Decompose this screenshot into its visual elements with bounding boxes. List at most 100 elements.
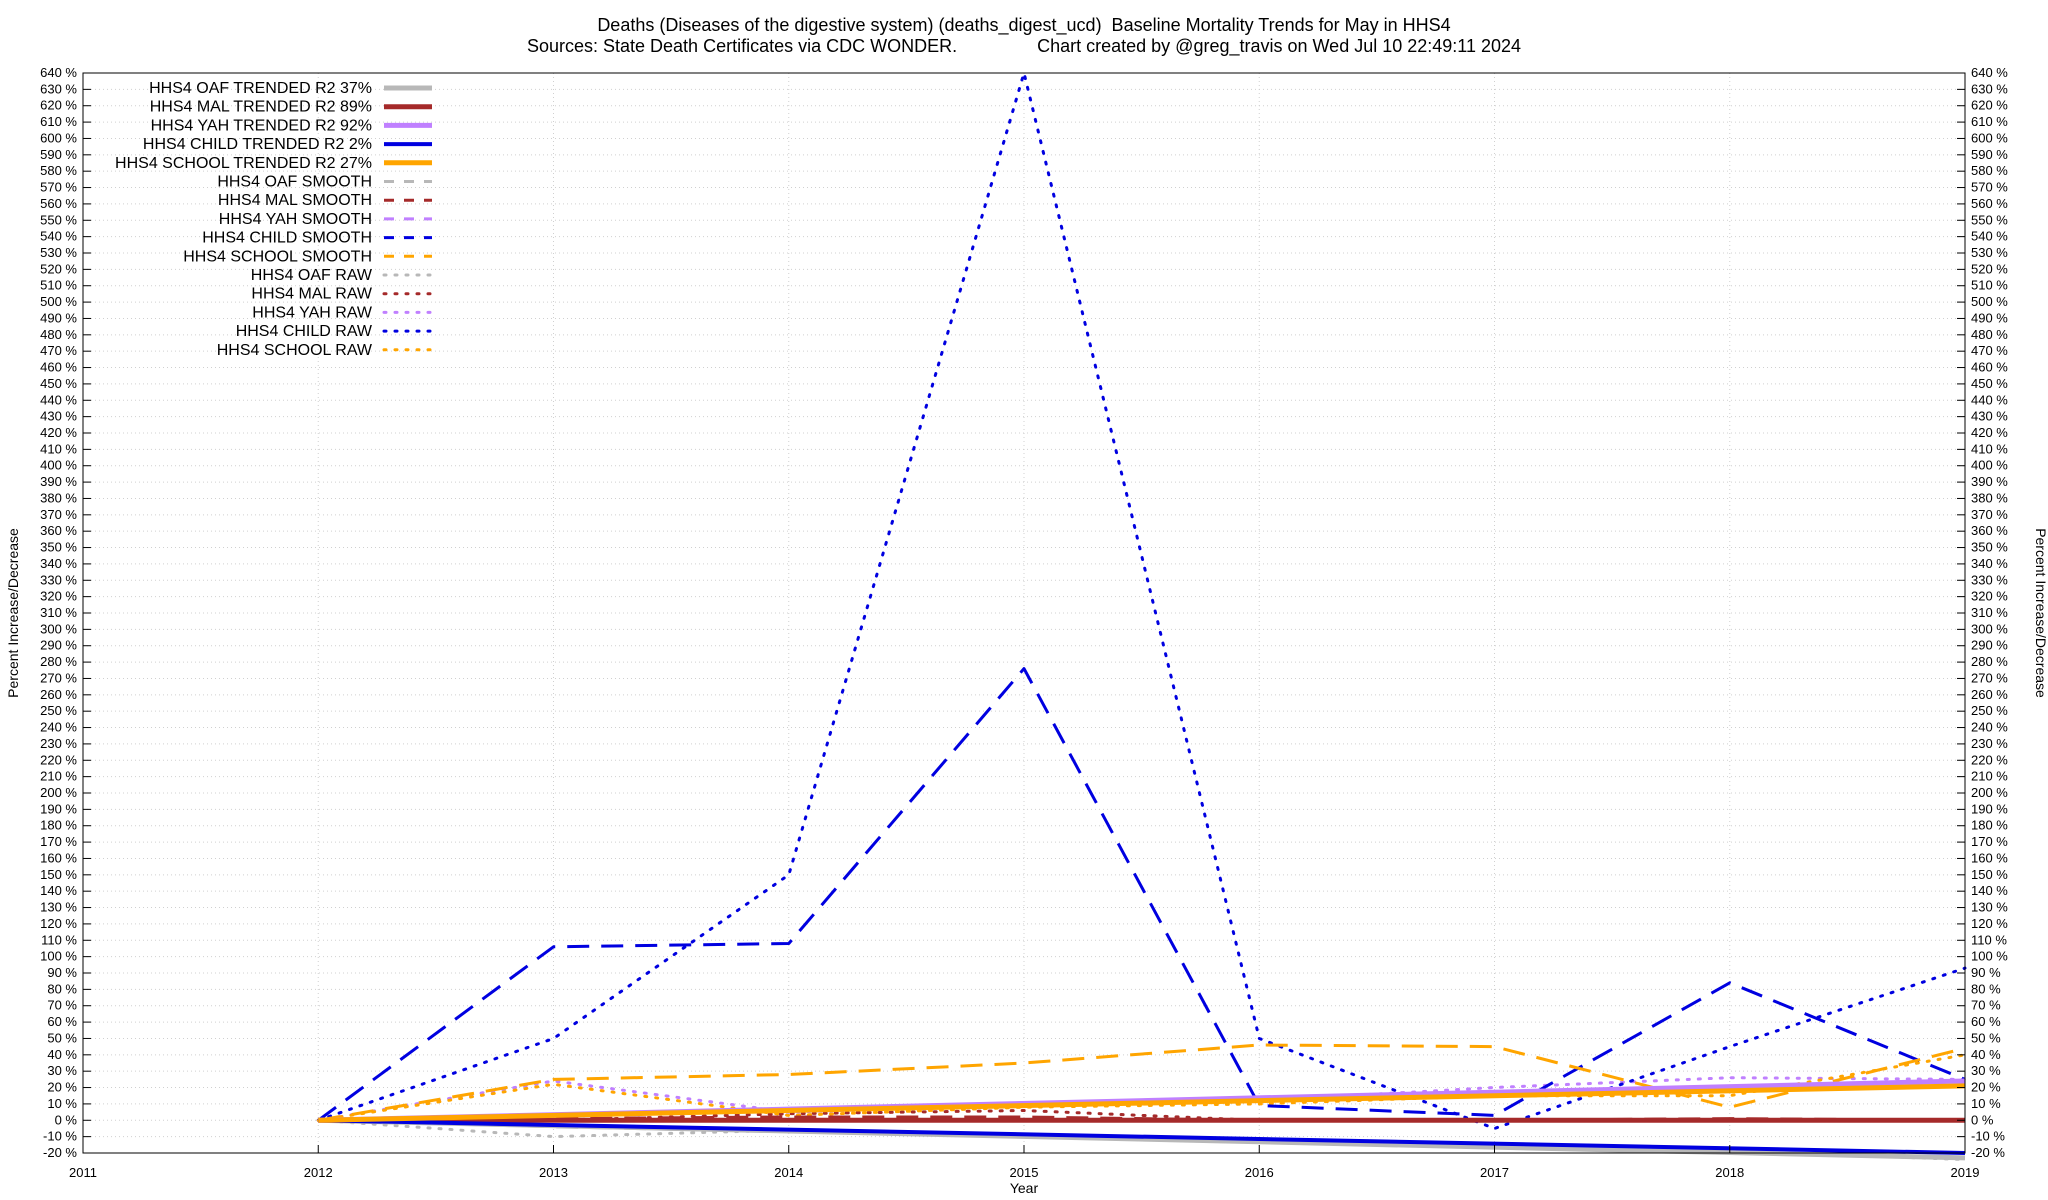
legend-label-9: HHS4 SCHOOL SMOOTH	[183, 248, 372, 265]
y-tick-label: 560 %	[40, 196, 77, 211]
y-axis-title: Percent Increase/Decrease	[5, 528, 21, 698]
y2-tick-label: 150 %	[1971, 867, 2008, 882]
y2-tick-label: 420 %	[1971, 425, 2008, 440]
legend-label-11: HHS4 MAL RAW	[251, 286, 373, 303]
y2-tick-label: 50 %	[1971, 1030, 2001, 1045]
y2-tick-label: 570 %	[1971, 180, 2008, 195]
y-tick-label: 530 %	[40, 245, 77, 260]
y2-tick-label: 130 %	[1971, 900, 2008, 915]
y-tick-label: 230 %	[40, 736, 77, 751]
series-line-8	[317, 667, 1966, 1122]
y2-tick-label: 280 %	[1971, 654, 2008, 669]
y2-tick-label: 490 %	[1971, 310, 2008, 325]
y2-tick-label: 120 %	[1971, 916, 2008, 931]
y2-tick-label: 620 %	[1971, 98, 2008, 113]
y2-tick-label: 300 %	[1971, 621, 2008, 636]
y2-tick-label: 330 %	[1971, 572, 2008, 587]
y2-tick-label: 460 %	[1971, 360, 2008, 375]
y2-tick-label: 500 %	[1971, 294, 2008, 309]
y-tick-label: 200 %	[40, 785, 77, 800]
y2-tick-label: 400 %	[1971, 458, 2008, 473]
x-tick-label: 2014	[774, 1165, 803, 1180]
y-tick-label: 630 %	[40, 81, 77, 96]
y2-tick-label: 340 %	[1971, 556, 2008, 571]
y2-tick-label: 320 %	[1971, 589, 2008, 604]
y-tick-label: 260 %	[40, 687, 77, 702]
y2-tick-label: 190 %	[1971, 801, 2008, 816]
y-tick-label: 640 %	[40, 65, 77, 80]
y-tick-label: 580 %	[40, 163, 77, 178]
y2-tick-label: 160 %	[1971, 850, 2008, 865]
y2-tick-label: 380 %	[1971, 490, 2008, 505]
legend-label-14: HHS4 SCHOOL RAW	[217, 342, 373, 359]
y2-tick-label: 430 %	[1971, 409, 2008, 424]
chart-title: Deaths (Diseases of the digestive system…	[597, 15, 1451, 35]
y-tick-label: 510 %	[40, 278, 77, 293]
y-tick-label: 110 %	[41, 932, 77, 947]
legend-label-13: HHS4 CHILD RAW	[236, 323, 373, 340]
y2-tick-label: 470 %	[1971, 343, 2008, 358]
y2-tick-label: 590 %	[1971, 147, 2008, 162]
legend-label-3: HHS4 CHILD TRENDED R2 2%	[143, 136, 372, 153]
axis-ticks: -20 % -20 %-10 % -10 %0 % 0 %10 % 10 %20 % 20…	[40, 65, 2008, 1180]
y-tick-label: 30 %	[47, 1063, 77, 1078]
x-tick-label: 2019	[1951, 1165, 1980, 1180]
y2-tick-label: 90 %	[1971, 965, 2001, 980]
y-tick-label: 90 %	[47, 965, 77, 980]
y-tick-label: 370 %	[40, 507, 77, 522]
y-tick-label: 150 %	[40, 867, 77, 882]
y2-tick-label: 450 %	[1971, 376, 2008, 391]
x-tick-label: 2011	[69, 1165, 97, 1180]
y2-tick-label: 580 %	[1971, 163, 2008, 178]
y2-tick-label: 250 %	[1971, 703, 2008, 718]
y2-tick-label: 600 %	[1971, 130, 2008, 145]
y-tick-label: 130 %	[40, 900, 77, 915]
y2-tick-label: 540 %	[1971, 229, 2008, 244]
y-tick-label: 120 %	[40, 916, 77, 931]
x-axis-title: Year	[1010, 1180, 1039, 1196]
y2-tick-label: 610 %	[1971, 114, 2008, 129]
legend-label-7: HHS4 YAH SMOOTH	[219, 211, 372, 228]
x-tick-label: 2012	[304, 1165, 333, 1180]
y2-axis-title: Percent Increase/Decrease	[2033, 528, 2048, 698]
legend-label-0: HHS4 OAF TRENDED R2 37%	[149, 80, 372, 97]
y2-tick-label: 20 %	[1971, 1080, 2001, 1095]
y2-tick-label: 60 %	[1971, 1014, 2001, 1029]
y2-tick-label: 40 %	[1971, 1047, 2001, 1062]
x-tick-label: 2015	[1010, 1165, 1039, 1180]
y2-tick-label: 440 %	[1971, 392, 2008, 407]
series-line-4	[318, 1083, 1966, 1123]
y2-tick-label: 100 %	[1971, 949, 2008, 964]
y-tick-label: 60 %	[47, 1014, 77, 1029]
y-tick-label: 380 %	[40, 490, 77, 505]
y-tick-label: 360 %	[40, 523, 77, 538]
y-tick-label: 570 %	[40, 180, 77, 195]
y-tick-label: 410 %	[40, 441, 77, 456]
y2-tick-label: 0 %	[1971, 1112, 1994, 1127]
series-line-3	[318, 1118, 1966, 1155]
y-tick-label: 500 %	[40, 294, 77, 309]
y2-tick-label: 520 %	[1971, 261, 2008, 276]
y-tick-label: 340 %	[40, 556, 77, 571]
y-tick-label: 590 %	[40, 147, 77, 162]
x-tick-label: 2018	[1715, 1165, 1744, 1180]
y2-tick-label: 390 %	[1971, 474, 2008, 489]
y-tick-label: 240 %	[40, 720, 77, 735]
y-tick-label: 280 %	[40, 654, 77, 669]
y-tick-label: 160 %	[40, 850, 77, 865]
y2-tick-label: 230 %	[1971, 736, 2008, 751]
y-tick-label: 600 %	[40, 130, 77, 145]
series-line-13	[316, 71, 1967, 1130]
y-tick-label: 170 %	[40, 834, 77, 849]
legend-label-6: HHS4 MAL SMOOTH	[218, 192, 372, 209]
y-tick-label: 10 %	[47, 1096, 77, 1111]
y2-tick-label: 240 %	[1971, 720, 2008, 735]
y-tick-label: 270 %	[40, 670, 77, 685]
y-tick-label: 180 %	[40, 818, 77, 833]
y2-tick-label: 30 %	[1971, 1063, 2001, 1078]
y-tick-label: 400 %	[40, 458, 77, 473]
y2-tick-label: 80 %	[1971, 981, 2001, 996]
y2-tick-label: 560 %	[1971, 196, 2008, 211]
y2-tick-label: -10 %	[1971, 1129, 2005, 1144]
y-tick-label: 50 %	[47, 1030, 77, 1045]
